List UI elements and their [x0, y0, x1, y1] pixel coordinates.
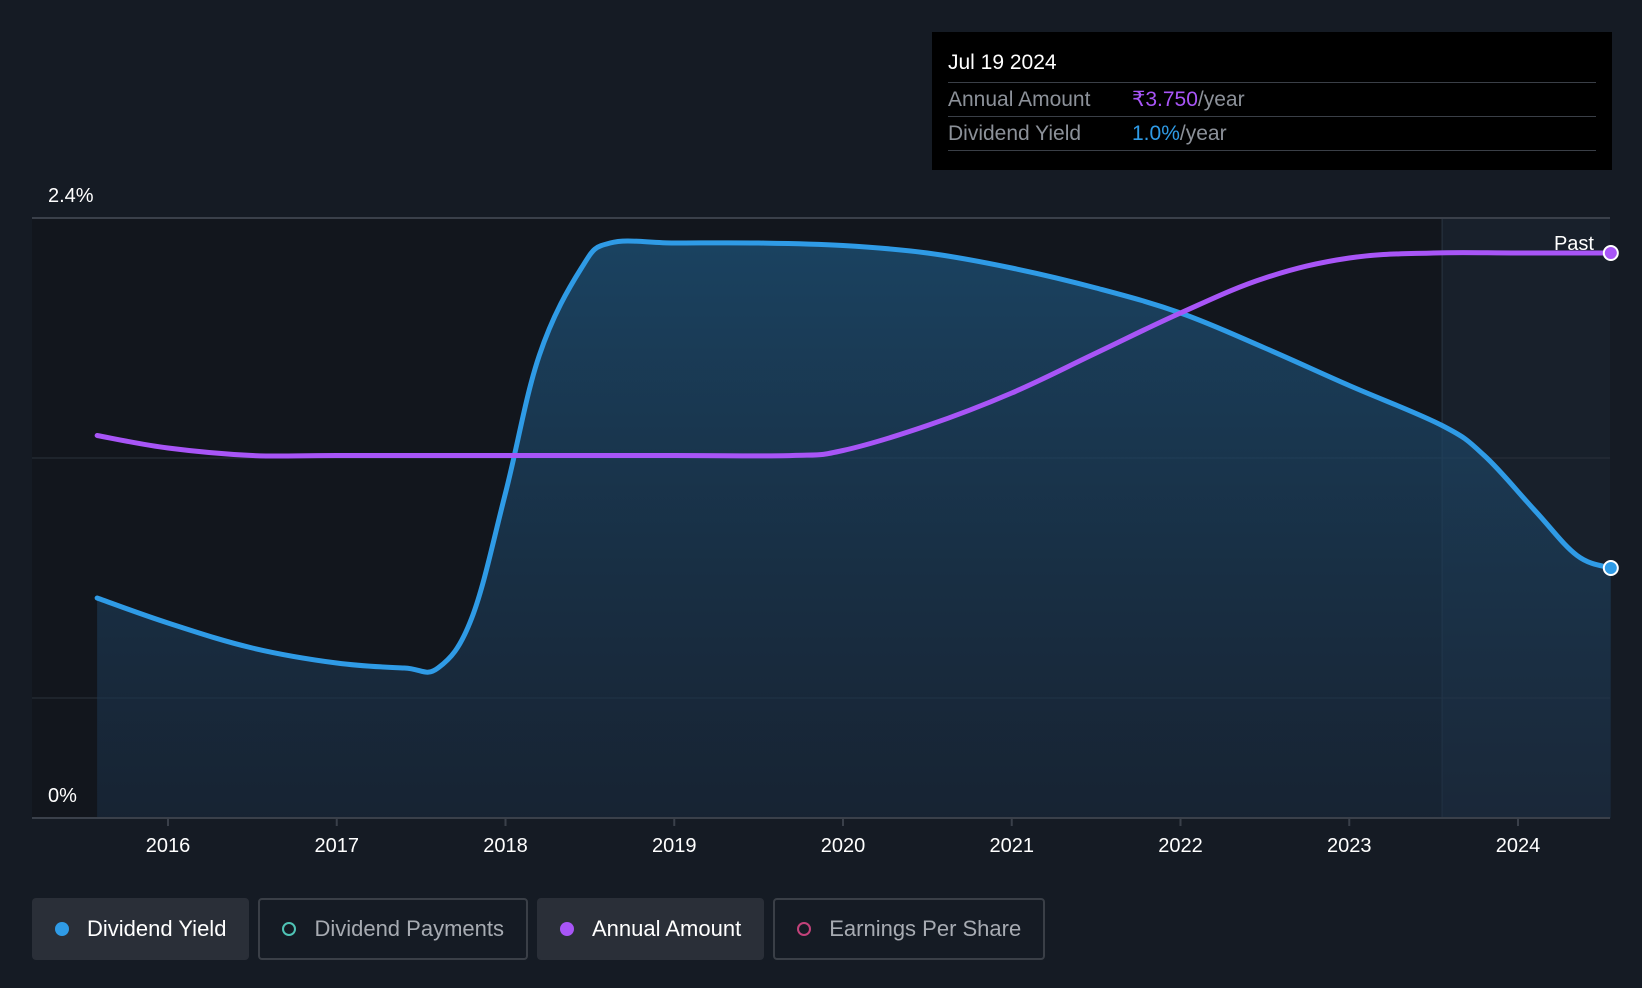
legend-label: Dividend Yield [87, 916, 227, 941]
tooltip: Jul 19 2024 Annual Amount ₹3.750 /year D… [932, 32, 1612, 170]
filled-dot-icon [55, 922, 69, 936]
dividend-yield-area [97, 241, 1611, 818]
dividend-yield-line[interactable] [94, 238, 1614, 675]
x-tick-label: 2021 [990, 835, 1035, 857]
legend-label: Earnings Per Share [829, 916, 1022, 941]
legend: Dividend Yield Dividend Payments Annual … [32, 898, 1046, 960]
ring-dot-icon [282, 922, 297, 936]
legend-item-dividend-yield[interactable]: Dividend Yield [32, 898, 250, 960]
past-label: Past [1554, 233, 1594, 255]
y-label-max: 2.4% [48, 185, 94, 207]
tooltip-unit: /year [1197, 87, 1245, 111]
ring-dot-icon [797, 922, 812, 936]
legend-item-dividend-payments[interactable]: Dividend Payments [258, 898, 528, 960]
tooltip-date: Jul 19 2024 [948, 48, 1596, 83]
legend-label: Dividend Payments [314, 916, 504, 941]
x-tick-label: 2019 [652, 835, 697, 857]
x-tick-label: 2017 [315, 835, 360, 857]
tooltip-unit: /year [1179, 121, 1227, 145]
legend-item-earnings-per-share[interactable]: Earnings Per Share [773, 898, 1046, 960]
x-tick-label: 2024 [1496, 835, 1541, 857]
x-tick-label: 2016 [146, 835, 191, 857]
tooltip-value: 1.0% [1132, 121, 1180, 145]
x-tick-label: 2018 [483, 835, 528, 857]
x-axis-ticks: 2016 2017 2018 2019 2020 2021 2022 2023 2024 [146, 818, 1541, 857]
tooltip-row-annual-amount: Annual Amount ₹3.750 /year [948, 83, 1596, 117]
tooltip-label: Annual Amount [948, 87, 1091, 111]
annual-amount-line[interactable] [94, 250, 1614, 459]
y-label-min: 0% [48, 785, 77, 807]
tooltip-value: ₹3.750 [1132, 88, 1198, 111]
tooltip-label: Dividend Yield [948, 121, 1082, 145]
annual-amount-end-marker[interactable] [1602, 245, 1619, 261]
legend-label: Annual Amount [591, 916, 742, 941]
x-tick-label: 2020 [821, 835, 866, 857]
dividend-yield-end-marker[interactable] [1602, 560, 1619, 576]
x-tick-label: 2022 [1158, 835, 1203, 857]
x-tick-label: 2023 [1327, 835, 1372, 857]
legend-item-annual-amount[interactable]: Annual Amount [536, 898, 765, 960]
filled-dot-icon [559, 922, 574, 936]
tooltip-row-dividend-yield: Dividend Yield 1.0% /year [948, 117, 1596, 151]
